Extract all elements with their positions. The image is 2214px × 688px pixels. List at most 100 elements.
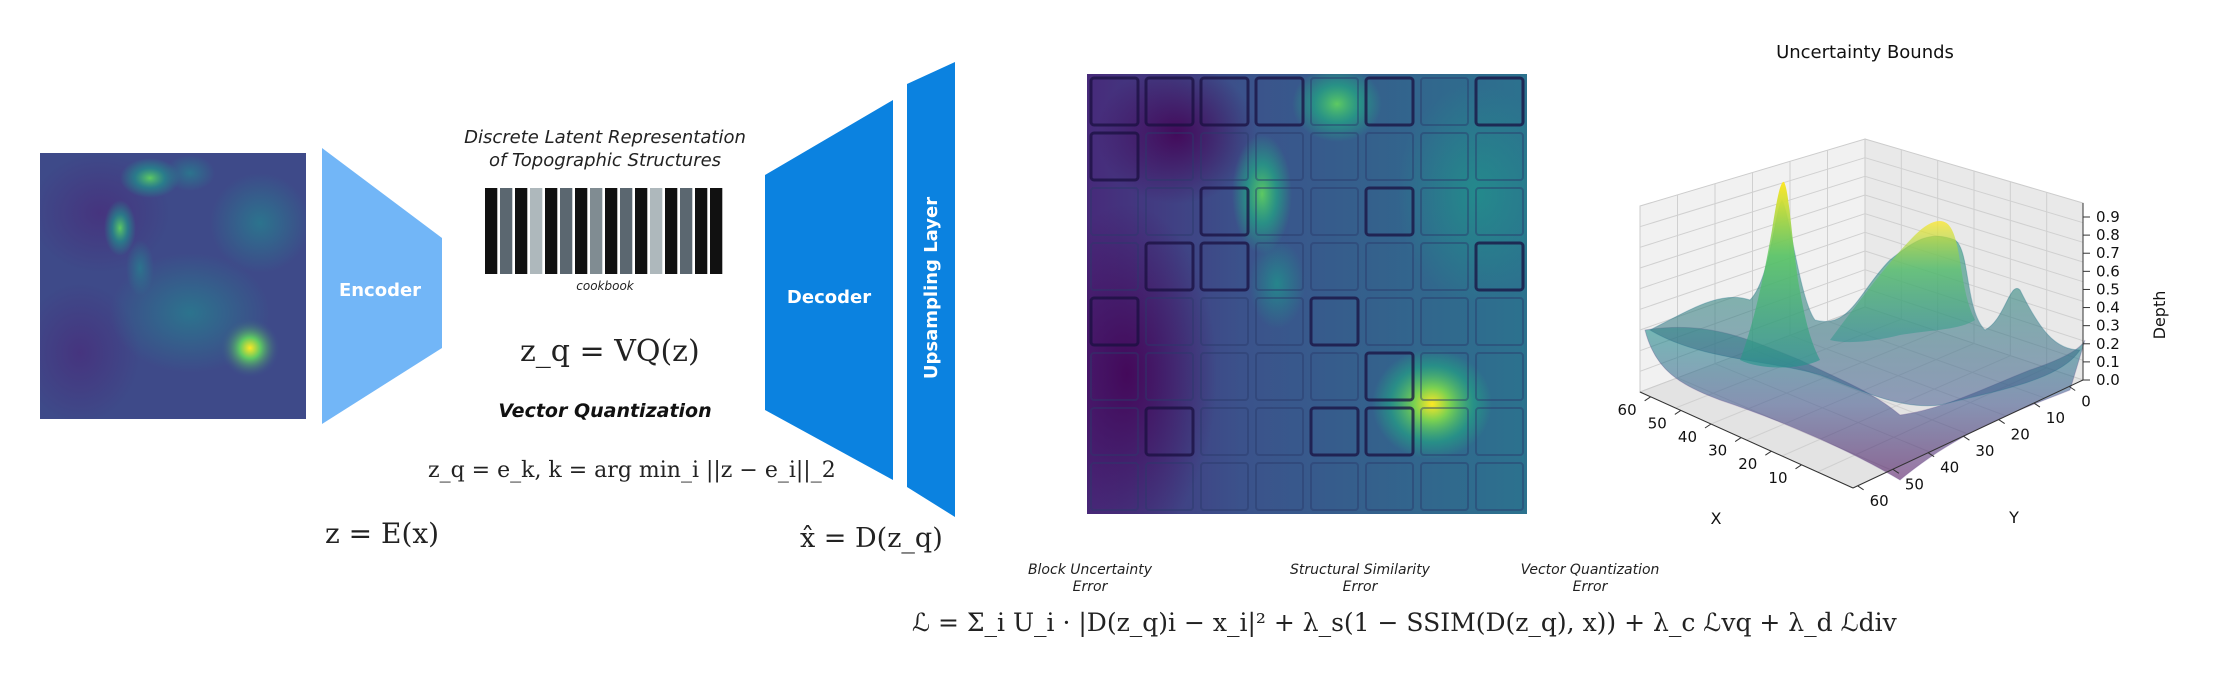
latent-title: Discrete Latent Representation of Topogr…: [440, 126, 770, 172]
structural-similarity-line2: Error: [1342, 579, 1378, 595]
codebook-bar: [590, 188, 603, 274]
vq-equation: z_q = VQ(z): [520, 334, 700, 369]
x-tick: [1765, 450, 1772, 456]
uncertainty-block: [1145, 462, 1194, 511]
z-tick-label: 0.6: [2096, 262, 2120, 280]
uncertainty-block: [1420, 407, 1469, 456]
x-tick-label: 50: [1648, 414, 1667, 432]
uncertainty-block: [1145, 132, 1194, 181]
y-tick: [1998, 419, 2005, 425]
uncertainty-block: [1145, 187, 1194, 236]
codebook-bar: [695, 188, 708, 274]
y-tick-label: 10: [2046, 409, 2065, 427]
codebook-bar: [545, 188, 558, 274]
block-uncertainty-line2: Error: [1072, 579, 1108, 595]
decoder-label: Decoder: [787, 287, 871, 308]
uncertainty-block: [1475, 352, 1524, 401]
uncertainty-block: [1474, 76, 1525, 127]
uncertainty-block: [1364, 76, 1415, 127]
output-heatmap: [1087, 74, 1527, 514]
codebook-bar: [485, 188, 498, 274]
x-tick: [1674, 409, 1682, 415]
upsampling-block: Upsampling Layer: [907, 62, 955, 517]
codebook-bar: [620, 188, 633, 274]
z-tick-label: 0.1: [2096, 353, 2120, 371]
uncertainty-block: [1200, 132, 1249, 181]
uncertainty-block: [1365, 242, 1414, 291]
uncertainty-block: [1144, 406, 1195, 457]
grid-lines: [1639, 149, 2084, 473]
decoder-block: Decoder: [765, 100, 893, 480]
y-tick: [1963, 435, 1970, 441]
loss-equation: ℒ = Σ_i U_i · |D(z_q)i − x_i|² + λ_s(1 −…: [912, 608, 1897, 637]
uncertainty-block: [1255, 352, 1304, 401]
uncertainty-block: [1089, 76, 1140, 127]
cookbook-label: cookbook: [576, 279, 634, 293]
uncertainty-block: [1255, 187, 1304, 236]
uncertainty-block: [1144, 76, 1195, 127]
encoder-equation: z = E(x): [325, 517, 440, 550]
uncertainty-block: [1310, 352, 1359, 401]
x-tick: [1734, 437, 1742, 443]
ridge-surface: [1830, 220, 1975, 343]
vector-quantization-line2: Error: [1572, 579, 1608, 595]
block-uncertainty-line1: Block Uncertainty: [1027, 562, 1153, 578]
y-tick-label: 0: [2081, 392, 2091, 410]
x-tick-label: 10: [1768, 469, 1787, 487]
z-tick-label: 0.0: [2096, 371, 2120, 389]
uncertainty-block: [1145, 297, 1194, 346]
uncertainty-block: [1310, 77, 1359, 126]
vq-equation-text: z_q = VQ(z): [520, 334, 700, 369]
encoder-label: Encoder: [339, 280, 421, 301]
vector-quantization-label: Vector Quantization Error: [1490, 562, 1690, 596]
z-tick-label: 0.3: [2096, 317, 2120, 335]
y-tick-label: 30: [1975, 442, 1994, 460]
encoder-block: Encoder: [322, 148, 442, 424]
uncertainty-block: [1199, 241, 1250, 292]
z-tick-label: 0.7: [2096, 244, 2120, 262]
uncertainty-block: [1200, 407, 1249, 456]
cookbook-codebook: [485, 188, 723, 274]
codebook-bar: [665, 188, 678, 274]
x-tick: [1644, 396, 1651, 402]
uncertainty-block: [1090, 242, 1139, 291]
uncertainty-block: [1365, 462, 1414, 511]
y-tick-label: 50: [1905, 475, 1924, 493]
x-tick-label: 40: [1678, 428, 1697, 446]
uncertainty-bounds-chart: Uncertainty Bounds 0.00.10.20.30.40.50.6…: [1618, 42, 2169, 528]
uncertainty-block: [1309, 296, 1360, 347]
uncertainty-block: [1365, 297, 1414, 346]
z-axis-label: Depth: [2150, 291, 2169, 340]
chart-title: Uncertainty Bounds: [1776, 42, 1954, 63]
y-tick: [2033, 402, 2041, 408]
uncertainty-block: [1420, 297, 1469, 346]
codebook-bar: [680, 188, 693, 274]
uncertainty-block: [1200, 297, 1249, 346]
uncertainty-block: [1475, 297, 1524, 346]
uncertainty-block: [1199, 76, 1250, 127]
y-tick-label: 60: [1870, 492, 1889, 510]
uncertainty-block: [1255, 462, 1304, 511]
uncertainty-block: [1255, 297, 1304, 346]
uncertainty-block: [1144, 241, 1195, 292]
codebook-bar: [635, 188, 648, 274]
uncertainty-block: [1475, 407, 1524, 456]
uncertainty-block: [1474, 241, 1525, 292]
x-tick-label: 20: [1738, 455, 1757, 473]
codebook-bar: [500, 188, 513, 274]
uncertainty-block: [1475, 462, 1524, 511]
x-tick-label: 60: [1618, 401, 1637, 419]
uncertainty-block: [1420, 77, 1469, 126]
uncertainty-block: [1255, 407, 1304, 456]
uncertainty-block: [1420, 132, 1469, 181]
input-image: [40, 153, 306, 419]
latent-title-line2: of Topographic Structures: [488, 150, 722, 171]
codebook-bar: [710, 188, 723, 274]
codebook-bar: [515, 188, 528, 274]
uncertainty-block: [1199, 186, 1250, 237]
y-tick: [1857, 485, 1864, 491]
uncertainty-block: [1420, 352, 1469, 401]
decoder-equation: x̂ = D(z_q): [800, 523, 943, 554]
uncertainty-block: [1364, 406, 1415, 457]
uncertainty-block: [1310, 132, 1359, 181]
